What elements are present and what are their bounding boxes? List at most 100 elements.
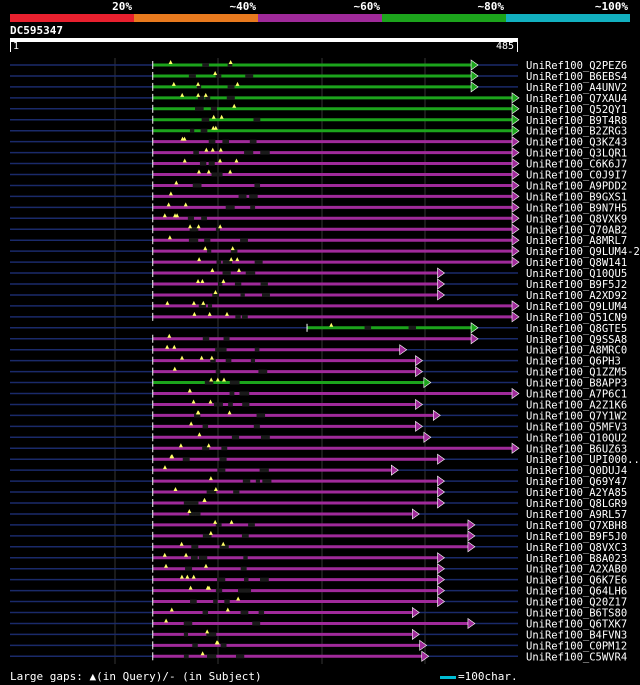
subject-gap xyxy=(260,150,270,155)
subject-gap xyxy=(242,479,251,484)
hit-label[interactable]: UniRef100_Q5MFV3 xyxy=(526,421,627,433)
hit-arrow xyxy=(432,409,441,421)
subject-gap xyxy=(255,479,260,484)
hit-label[interactable]: UniRef100_B9T4R8 xyxy=(526,115,627,127)
hit-label[interactable]: UniRef100_C6K6J7 xyxy=(526,159,627,171)
hit-label[interactable]: UniRef100_C0J9I7 xyxy=(526,170,627,182)
hit-label[interactable]: UniRef100_Q6K7E6 xyxy=(526,575,627,587)
query-gap-marker xyxy=(182,158,187,163)
query-gap-marker xyxy=(163,563,168,568)
hit-arrow xyxy=(511,234,520,246)
hit-label[interactable]: UniRef100_Q6PH3 xyxy=(526,356,621,368)
hit-arrow xyxy=(419,639,428,651)
hit-label[interactable]: UniRef100_UPI000... xyxy=(526,454,640,466)
legend-segment xyxy=(258,14,382,22)
subject-gap xyxy=(217,468,226,473)
hit-label[interactable]: UniRef100_C5WVR4 xyxy=(526,651,627,663)
subject-gap xyxy=(217,282,223,286)
subject-gap xyxy=(225,358,232,363)
query-gap-marker xyxy=(164,618,169,623)
hit-label[interactable]: UniRef100_Q7XAU4 xyxy=(526,93,627,105)
query-gap-marker xyxy=(207,585,212,590)
hit-label[interactable]: UniRef100_Q69Y47 xyxy=(526,476,627,488)
hit-label[interactable]: UniRef100_A4UNV2 xyxy=(526,82,627,94)
hit-label[interactable]: UniRef100_Q8VXC3 xyxy=(526,542,627,554)
subject-gap xyxy=(250,358,256,363)
subject-gap xyxy=(256,413,266,418)
subject-gap xyxy=(199,161,207,166)
hit-label[interactable]: UniRef100_Q8VXK9 xyxy=(526,213,627,225)
hit-label[interactable]: UniRef100_B9F5J0 xyxy=(526,531,627,543)
hit-label[interactable]: UniRef100_Q9LUM4 xyxy=(526,301,627,313)
hit-label[interactable]: UniRef100_B8A023 xyxy=(526,553,627,565)
hit-label[interactable]: UniRef100_Q8W141 xyxy=(526,257,627,269)
query-gap-marker xyxy=(166,202,171,207)
query-scale-tick-start xyxy=(10,42,11,52)
subject-gap xyxy=(215,588,223,593)
query-gap-marker xyxy=(180,92,185,97)
hit-label[interactable]: UniRef100_B9F5J2 xyxy=(526,279,627,291)
hit-label[interactable]: UniRef100_Q52QY1 xyxy=(526,104,627,116)
subject-gap xyxy=(233,490,240,495)
hit-label[interactable]: UniRef100_Q6TXK7 xyxy=(526,618,627,630)
subject-gap xyxy=(239,391,250,396)
query-gap-marker xyxy=(210,268,215,273)
hit-label[interactable]: UniRef100_C0PM12 xyxy=(526,640,627,652)
query-gap-marker xyxy=(214,640,219,645)
hit-label[interactable]: UniRef100_Q8LGR9 xyxy=(526,498,627,510)
hit-label[interactable]: UniRef100_A2Z1K6 xyxy=(526,399,627,411)
subject-gap xyxy=(200,128,208,133)
hit-label[interactable]: UniRef100_Q70AB2 xyxy=(526,224,627,236)
hit-label[interactable]: UniRef100_A9RL57 xyxy=(526,509,627,521)
query-gap-marker xyxy=(204,147,209,152)
hit-label[interactable]: UniRef100_Q10QU2 xyxy=(526,432,627,444)
query-gap-marker xyxy=(203,246,208,251)
hit-label[interactable]: UniRef100_Q3LQR1 xyxy=(526,148,627,160)
hit-label[interactable]: UniRef100_Q7XBH8 xyxy=(526,520,627,532)
hit-label[interactable]: UniRef100_A8MRL7 xyxy=(526,235,627,247)
hit-label[interactable]: UniRef100_B8APP3 xyxy=(526,378,627,390)
hit-label[interactable]: UniRef100_Q3KZ43 xyxy=(526,137,627,149)
hit-label[interactable]: UniRef100_A2YA85 xyxy=(526,487,627,499)
hit-label[interactable]: UniRef100_B9GXS1 xyxy=(526,191,627,203)
subject-gap xyxy=(185,566,193,571)
hit-label[interactable]: UniRef100_Q9SSA8 xyxy=(526,334,627,346)
subject-gap xyxy=(249,139,257,144)
hit-label[interactable]: UniRef100_B9N7H5 xyxy=(526,202,627,214)
hit-label[interactable]: UniRef100_Q51CN9 xyxy=(526,312,627,324)
subject-gap xyxy=(201,216,207,221)
hit-label[interactable]: UniRef100_Q20Z17 xyxy=(526,597,627,609)
hit-label[interactable]: UniRef100_Q2PEZ6 xyxy=(526,60,627,72)
hit-label[interactable]: UniRef100_A2XAB0 xyxy=(526,564,627,576)
subject-gap xyxy=(207,654,217,659)
scale-note-text: =100char. xyxy=(458,670,518,683)
subject-gap xyxy=(217,577,226,582)
hit-label[interactable]: UniRef100_B6TS80 xyxy=(526,608,627,620)
hit-label[interactable]: UniRef100_Q8GTE5 xyxy=(526,323,627,335)
hit-arrow xyxy=(423,376,432,389)
legend-label: ~40% xyxy=(229,0,257,13)
query-gap-marker xyxy=(209,355,214,360)
hit-label[interactable]: UniRef100_A9PDD2 xyxy=(526,180,627,192)
hit-label[interactable]: UniRef100_B6UZ63 xyxy=(526,443,627,455)
hit-label[interactable]: UniRef100_Q1ZZM5 xyxy=(526,367,627,379)
hit-label[interactable]: UniRef100_A2XD92 xyxy=(526,290,627,302)
hit-label[interactable]: UniRef100_A7P6C1 xyxy=(526,389,627,401)
query-gap-marker xyxy=(213,289,218,294)
hit-label[interactable]: UniRef100_Q0DUJ4 xyxy=(526,465,627,477)
hit-arrow xyxy=(437,486,445,498)
hit-label[interactable]: UniRef100_B2ZRG3 xyxy=(526,126,627,138)
hit-label[interactable]: UniRef100_B6EBS4 xyxy=(526,71,627,83)
query-gap-marker xyxy=(203,92,208,97)
hit-label[interactable]: UniRef100_B4FVN3 xyxy=(526,629,627,641)
hit-arrow xyxy=(437,453,445,465)
hit-label[interactable]: UniRef100_Q9LUM4-2 xyxy=(526,246,640,258)
hit-label[interactable]: UniRef100_Q7Y1W2 xyxy=(526,410,627,422)
hit-label[interactable]: UniRef100_A8MRC0 xyxy=(526,345,627,357)
hit-label[interactable]: UniRef100_Q10QU5 xyxy=(526,268,627,280)
hit-arrow xyxy=(421,650,430,662)
hit-label[interactable]: UniRef100_Q64LH6 xyxy=(526,586,627,598)
query-gap-marker xyxy=(196,81,201,86)
query-gap-marker xyxy=(205,629,210,634)
